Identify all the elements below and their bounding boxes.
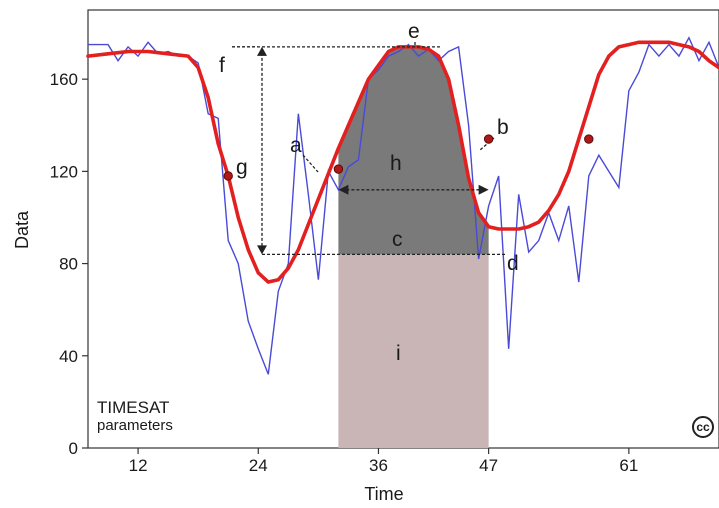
x-tick-label-24: 24 (249, 456, 268, 475)
y-axis-title: Data (12, 210, 32, 249)
x-tick-label-61: 61 (619, 456, 638, 475)
y-tick-label-0: 0 (69, 439, 78, 458)
marker-3 (483, 134, 494, 144)
annotation-i: i (396, 342, 401, 365)
annotation-a: a (290, 134, 302, 157)
small-integral-area (338, 46, 489, 255)
marker-4 (584, 134, 594, 144)
guide-b-pointer (479, 137, 495, 151)
license-badge-circle (692, 416, 714, 438)
license-badge-text: cc (696, 420, 710, 434)
guide-c-arrow-left (338, 184, 349, 195)
y-tick-label-120: 120 (50, 162, 78, 181)
guide-c-arrow-right (478, 184, 489, 195)
annotation-g: g (236, 156, 248, 179)
credit-line2: parameters (97, 417, 173, 434)
axes-layer: 0 40 80 120 160 12 24 36 47 61 (50, 70, 639, 475)
annotation-f: f (219, 54, 225, 77)
markers-layer (223, 134, 594, 181)
guide-g-arrow-top (257, 46, 267, 56)
x-tick-label-47: 47 (479, 456, 498, 475)
annotation-guides (232, 42, 505, 256)
annotation-b: b (497, 116, 509, 139)
annotation-c: c (392, 228, 403, 251)
annotation-e: e (408, 20, 420, 43)
marker-1 (223, 171, 233, 181)
credit-line1: TIMESAT (97, 398, 169, 417)
fitted-curve-line (86, 40, 719, 284)
guide-a-pointer (302, 154, 319, 173)
y-tick-label-80: 80 (59, 255, 78, 274)
x-tick-label-12: 12 (129, 456, 148, 475)
x-tick-label-36: 36 (369, 456, 388, 475)
y-tick-label-40: 40 (59, 347, 78, 366)
annotation-h: h (390, 152, 402, 175)
x-axis-title: Time (364, 484, 403, 504)
base-area (338, 254, 489, 448)
annotation-d: d (507, 252, 519, 275)
y-tick-label-160: 160 (50, 70, 78, 89)
guide-g-arrow-bottom (257, 245, 267, 255)
marker-2 (333, 164, 344, 174)
